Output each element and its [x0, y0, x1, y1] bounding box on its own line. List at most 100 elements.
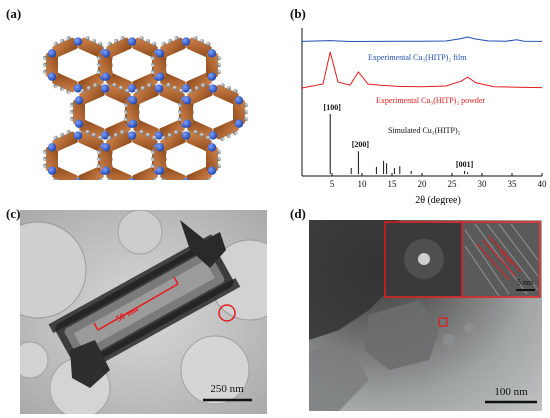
- panel-c-label: (c): [6, 206, 21, 221]
- carbon-atom: [120, 35, 125, 41]
- linker-segment: [132, 37, 158, 58]
- node-atom: [208, 84, 218, 93]
- series-line-powder: [301, 51, 543, 89]
- linker-segment: [79, 84, 105, 105]
- node-atom: [128, 96, 138, 105]
- linker-segment: [133, 119, 159, 140]
- carbon-atom: [96, 69, 102, 75]
- linker-segment: [213, 84, 239, 105]
- linker-segment: [181, 100, 194, 124]
- carbon-atom: [150, 163, 156, 169]
- linker-segment: [105, 119, 131, 140]
- linker-segment: [100, 53, 113, 77]
- carbon-atom: [150, 69, 156, 75]
- carbon-atom: [172, 85, 178, 91]
- node-atom: [155, 166, 165, 175]
- linker-segment: [186, 72, 212, 93]
- node-atom: [47, 72, 57, 81]
- linker-segment: [78, 166, 104, 180]
- powder-series-label: Experimental Cu₃(HITP)₂ powder: [376, 96, 485, 105]
- carbon-atom: [69, 102, 75, 108]
- carbon-atom: [188, 88, 193, 94]
- carbon-atom: [113, 132, 119, 138]
- xrd-chart: 5 10 15 20 25 30 35 40 [100] [200] [001] Experime…: [301, 28, 548, 205]
- carbon-atom: [98, 41, 103, 47]
- node-atom: [100, 84, 110, 93]
- carbon-atom: [53, 135, 58, 141]
- carbon-atom: [174, 129, 179, 135]
- carbon-atom: [112, 82, 117, 88]
- film-series-label: Experimental Cu₃(HITP)₂ film: [368, 53, 467, 62]
- carbon-atom: [161, 41, 166, 47]
- carbon-atom: [167, 132, 173, 138]
- carbon-atom: [96, 62, 102, 68]
- linker-segment: [132, 72, 158, 93]
- carbon-atom: [139, 129, 144, 135]
- panel-a-label: (a): [6, 6, 22, 21]
- peak-label: [200]: [352, 140, 370, 149]
- linker-segment: [160, 37, 186, 58]
- node-atom: [47, 143, 57, 152]
- linker-segment: [159, 84, 185, 105]
- linker-segment: [52, 166, 78, 180]
- linker-segment: [186, 166, 212, 180]
- linker-segment: [106, 166, 132, 180]
- node-atom: [182, 96, 192, 105]
- carbon-atom: [166, 82, 171, 88]
- node-atom: [101, 166, 111, 175]
- node-atom: [234, 119, 244, 128]
- carbon-atom: [216, 69, 222, 75]
- linker-segment: [106, 72, 132, 93]
- carbon-atom: [66, 35, 71, 41]
- inset-scale-bar: 5 nm: [517, 278, 534, 287]
- node-atom: [182, 178, 190, 180]
- node-atom: [101, 143, 111, 152]
- node-atom: [155, 143, 165, 152]
- scale-bar-d: 100 nm: [494, 386, 528, 398]
- node-atom: [155, 49, 165, 58]
- carbon-atom: [86, 85, 92, 91]
- carbon-atom: [85, 35, 90, 41]
- x-tick-label: 35: [508, 179, 518, 189]
- node-atom: [234, 96, 244, 105]
- carbon-atom: [179, 88, 184, 94]
- x-tick-label: 40: [538, 179, 548, 189]
- carbon-atom: [80, 88, 85, 94]
- linker-segment: [78, 131, 104, 152]
- carbon-atom: [96, 55, 102, 61]
- carbon-atom: [220, 82, 225, 88]
- carbon-atom: [243, 102, 249, 108]
- carbon-atom: [152, 177, 157, 180]
- carbon-atom: [123, 116, 129, 122]
- carbon-atom: [66, 89, 71, 95]
- linker-segment: [78, 72, 104, 93]
- carbon-atom: [93, 82, 98, 88]
- node-atom: [101, 72, 111, 81]
- carbon-atom: [69, 116, 75, 122]
- carbon-atom: [107, 41, 112, 47]
- carbon-atom: [123, 102, 129, 108]
- carbon-atom: [243, 116, 249, 122]
- hexagonal-network: [42, 35, 249, 180]
- linker-segment: [187, 119, 213, 140]
- linker-segment: [186, 131, 212, 152]
- carbon-atom: [42, 163, 48, 169]
- carbon-atom: [152, 135, 157, 141]
- linker-segment: [52, 37, 78, 58]
- node-atom: [128, 178, 136, 180]
- carbon-atom: [59, 132, 65, 138]
- carbon-atom: [42, 149, 48, 155]
- node-atom: [127, 131, 137, 140]
- scale-bar-c: 250 nm: [210, 383, 244, 395]
- x-tick-label: 30: [478, 179, 488, 189]
- carbon-atom: [59, 38, 65, 44]
- carbon-atom: [120, 129, 125, 135]
- node-atom: [73, 84, 83, 93]
- carbon-atom: [107, 135, 112, 141]
- carbon-atom: [216, 55, 222, 61]
- x-tick-label: 15: [388, 179, 398, 189]
- carbon-atom: [53, 83, 58, 89]
- peak-label: [001]: [456, 160, 474, 169]
- carbon-atom: [226, 85, 232, 91]
- carbon-atom: [91, 38, 97, 44]
